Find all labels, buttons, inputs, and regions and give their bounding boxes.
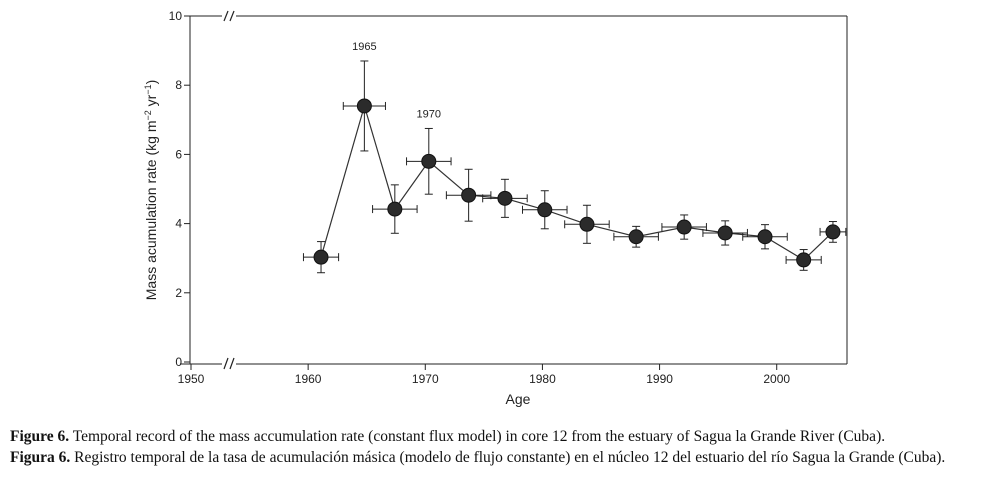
data-point <box>628 229 644 245</box>
annotation-label: 1965 <box>352 41 376 53</box>
axis-break-mark-top-1 <box>223 10 229 22</box>
data-point <box>717 225 733 241</box>
y-tick-label: 6 <box>175 147 182 161</box>
x-tick-label: 1970 <box>412 372 439 386</box>
data-point <box>757 229 773 245</box>
x-tick-label: 2000 <box>763 372 790 386</box>
data-point <box>497 190 513 206</box>
y-tick-label: 8 <box>175 78 182 92</box>
figure-caption: Figure 6. Temporal record of the mass ac… <box>10 426 978 468</box>
annotations: 1965 1970 <box>352 41 441 120</box>
caption-spanish-label: Figura 6. <box>10 449 71 466</box>
data-point <box>825 224 841 240</box>
data-point <box>676 219 692 235</box>
y-tick-label: 10 <box>169 9 183 23</box>
axis-break-mark-bottom-2 <box>229 357 235 370</box>
axis-break-mark-bottom-1 <box>223 357 229 370</box>
data-point <box>461 187 477 203</box>
x-tick-label: 1960 <box>295 372 322 386</box>
y-tick-label: 4 <box>175 217 182 231</box>
caption-english: Figure 6. Temporal record of the mass ac… <box>10 426 978 447</box>
x-ticks: 1950 1960 1970 1980 1990 2000 <box>178 364 790 386</box>
y-tick-label: 2 <box>175 286 182 300</box>
data-point <box>421 153 437 169</box>
x-tick-label: 1990 <box>646 372 673 386</box>
y-tick-label: 0 <box>175 355 182 369</box>
axis-break-mark-top-2 <box>229 10 235 22</box>
y-axis-label-sup2: −1 <box>143 84 153 94</box>
y-axis-label-sup1: −2 <box>143 110 153 120</box>
data-point <box>313 249 329 265</box>
data-point <box>579 216 595 232</box>
y-axis-label-mid: yr <box>143 94 159 110</box>
caption-spanish-text: Registro temporal de la tasa de acumulac… <box>70 449 946 466</box>
caption-spanish: Figura 6. Registro temporal de la tasa d… <box>10 447 978 468</box>
data-point <box>796 252 812 268</box>
annotation-label: 1970 <box>417 108 441 120</box>
y-axis-label-main: Mass acumulation rate (kg m <box>143 121 159 301</box>
data-points <box>313 98 841 268</box>
x-axis-label: Age <box>506 391 531 407</box>
plot-frame <box>180 10 848 370</box>
caption-english-label: Figure 6. <box>10 428 70 445</box>
y-axis-label: Mass acumulation rate (kg m−2 yr−1) <box>143 80 159 301</box>
x-tick-label: 1950 <box>178 372 205 386</box>
chart: 0 2 4 6 8 10 1950 1960 1970 1980 1990 2000 1965 197… <box>143 9 848 407</box>
data-point <box>387 201 403 217</box>
y-ticks: 0 2 4 6 8 10 <box>169 9 190 369</box>
data-point <box>537 202 553 218</box>
data-point <box>356 98 372 114</box>
x-tick-label: 1980 <box>529 372 556 386</box>
caption-english-text: Temporal record of the mass accumulation… <box>69 428 886 445</box>
y-axis-label-end: ) <box>143 80 159 85</box>
